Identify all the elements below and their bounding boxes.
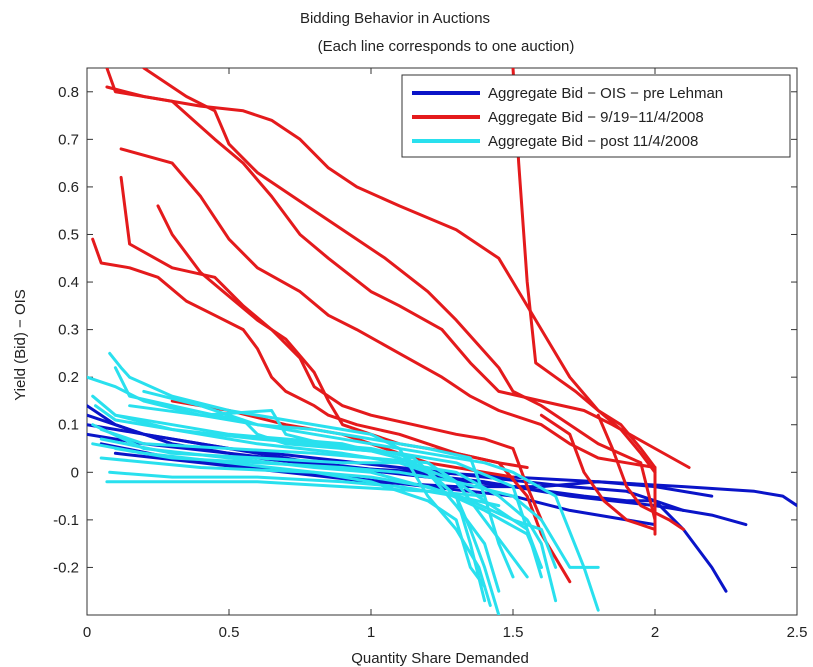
plot-frame xyxy=(86,67,798,616)
series-2-line-1 xyxy=(108,351,492,607)
legend-label: Aggregate Bid − 9/19−11/4/2008 xyxy=(488,109,704,126)
series-2-line-14 xyxy=(128,404,543,579)
y-tick-label: 0.7 xyxy=(58,131,79,148)
y-tick-label: -0.1 xyxy=(53,512,79,529)
series-1-line-7 xyxy=(511,68,657,536)
series-2-line-12 xyxy=(113,413,487,603)
series-1-line-2 xyxy=(142,68,657,522)
y-tick-label: 0.6 xyxy=(58,179,79,196)
x-tick-label: 1.5 xyxy=(503,624,524,641)
series-1-line-10 xyxy=(596,413,685,531)
legend: Aggregate Bid − OIS − pre Lehman Aggregat… xyxy=(401,74,791,158)
y-tick-label: 0.5 xyxy=(58,226,79,243)
x-tick-label: 0 xyxy=(83,624,91,641)
y-tick-label: 0 xyxy=(71,464,79,481)
series-0-line-5 xyxy=(113,451,714,498)
y-tick-label: 0.8 xyxy=(58,84,79,101)
y-tick-label: 0.2 xyxy=(58,369,79,386)
series-2-line-4 xyxy=(94,404,501,615)
series-2-line-15 xyxy=(91,442,487,588)
legend-label: Aggregate Bid − post 11/4/2008 xyxy=(488,133,698,150)
y-tick-label: 0.1 xyxy=(58,417,79,434)
series-2-line-3 xyxy=(91,394,529,579)
chart-title: Bidding Behavior in Auctions xyxy=(300,10,490,27)
x-tick-label: 1 xyxy=(367,624,375,641)
series-1-line-4 xyxy=(119,175,543,522)
x-tick-label: 2.5 xyxy=(787,624,808,641)
series-2-line-9 xyxy=(91,423,543,569)
y-tick-label: -0.2 xyxy=(53,559,79,576)
legend-label: Aggregate Bid − OIS − pre Lehman xyxy=(488,85,723,102)
x-tick-label: 0.5 xyxy=(219,624,240,641)
series-1-line-3 xyxy=(119,147,657,469)
x-axis-label: Quantity Share Demanded xyxy=(351,650,529,667)
series-1-line-1 xyxy=(105,68,691,469)
series-1-line-6 xyxy=(91,237,529,469)
series-2-line-2 xyxy=(113,366,501,593)
y-tick-label: 0.4 xyxy=(58,274,79,291)
chart-subtitle: (Each line corresponds to one auction) xyxy=(318,38,575,55)
x-tick-label: 2 xyxy=(651,624,659,641)
series-2-line-13 xyxy=(142,389,600,612)
series-1-line-5 xyxy=(156,204,572,584)
y-axis-label: Yield (Bid) − OIS xyxy=(12,289,29,401)
series-1-line-9 xyxy=(539,413,657,531)
data-lines xyxy=(87,68,797,615)
series-2-line-7 xyxy=(113,447,600,569)
y-tick-label: 0.3 xyxy=(58,322,79,339)
series-2-line-11 xyxy=(105,480,487,498)
